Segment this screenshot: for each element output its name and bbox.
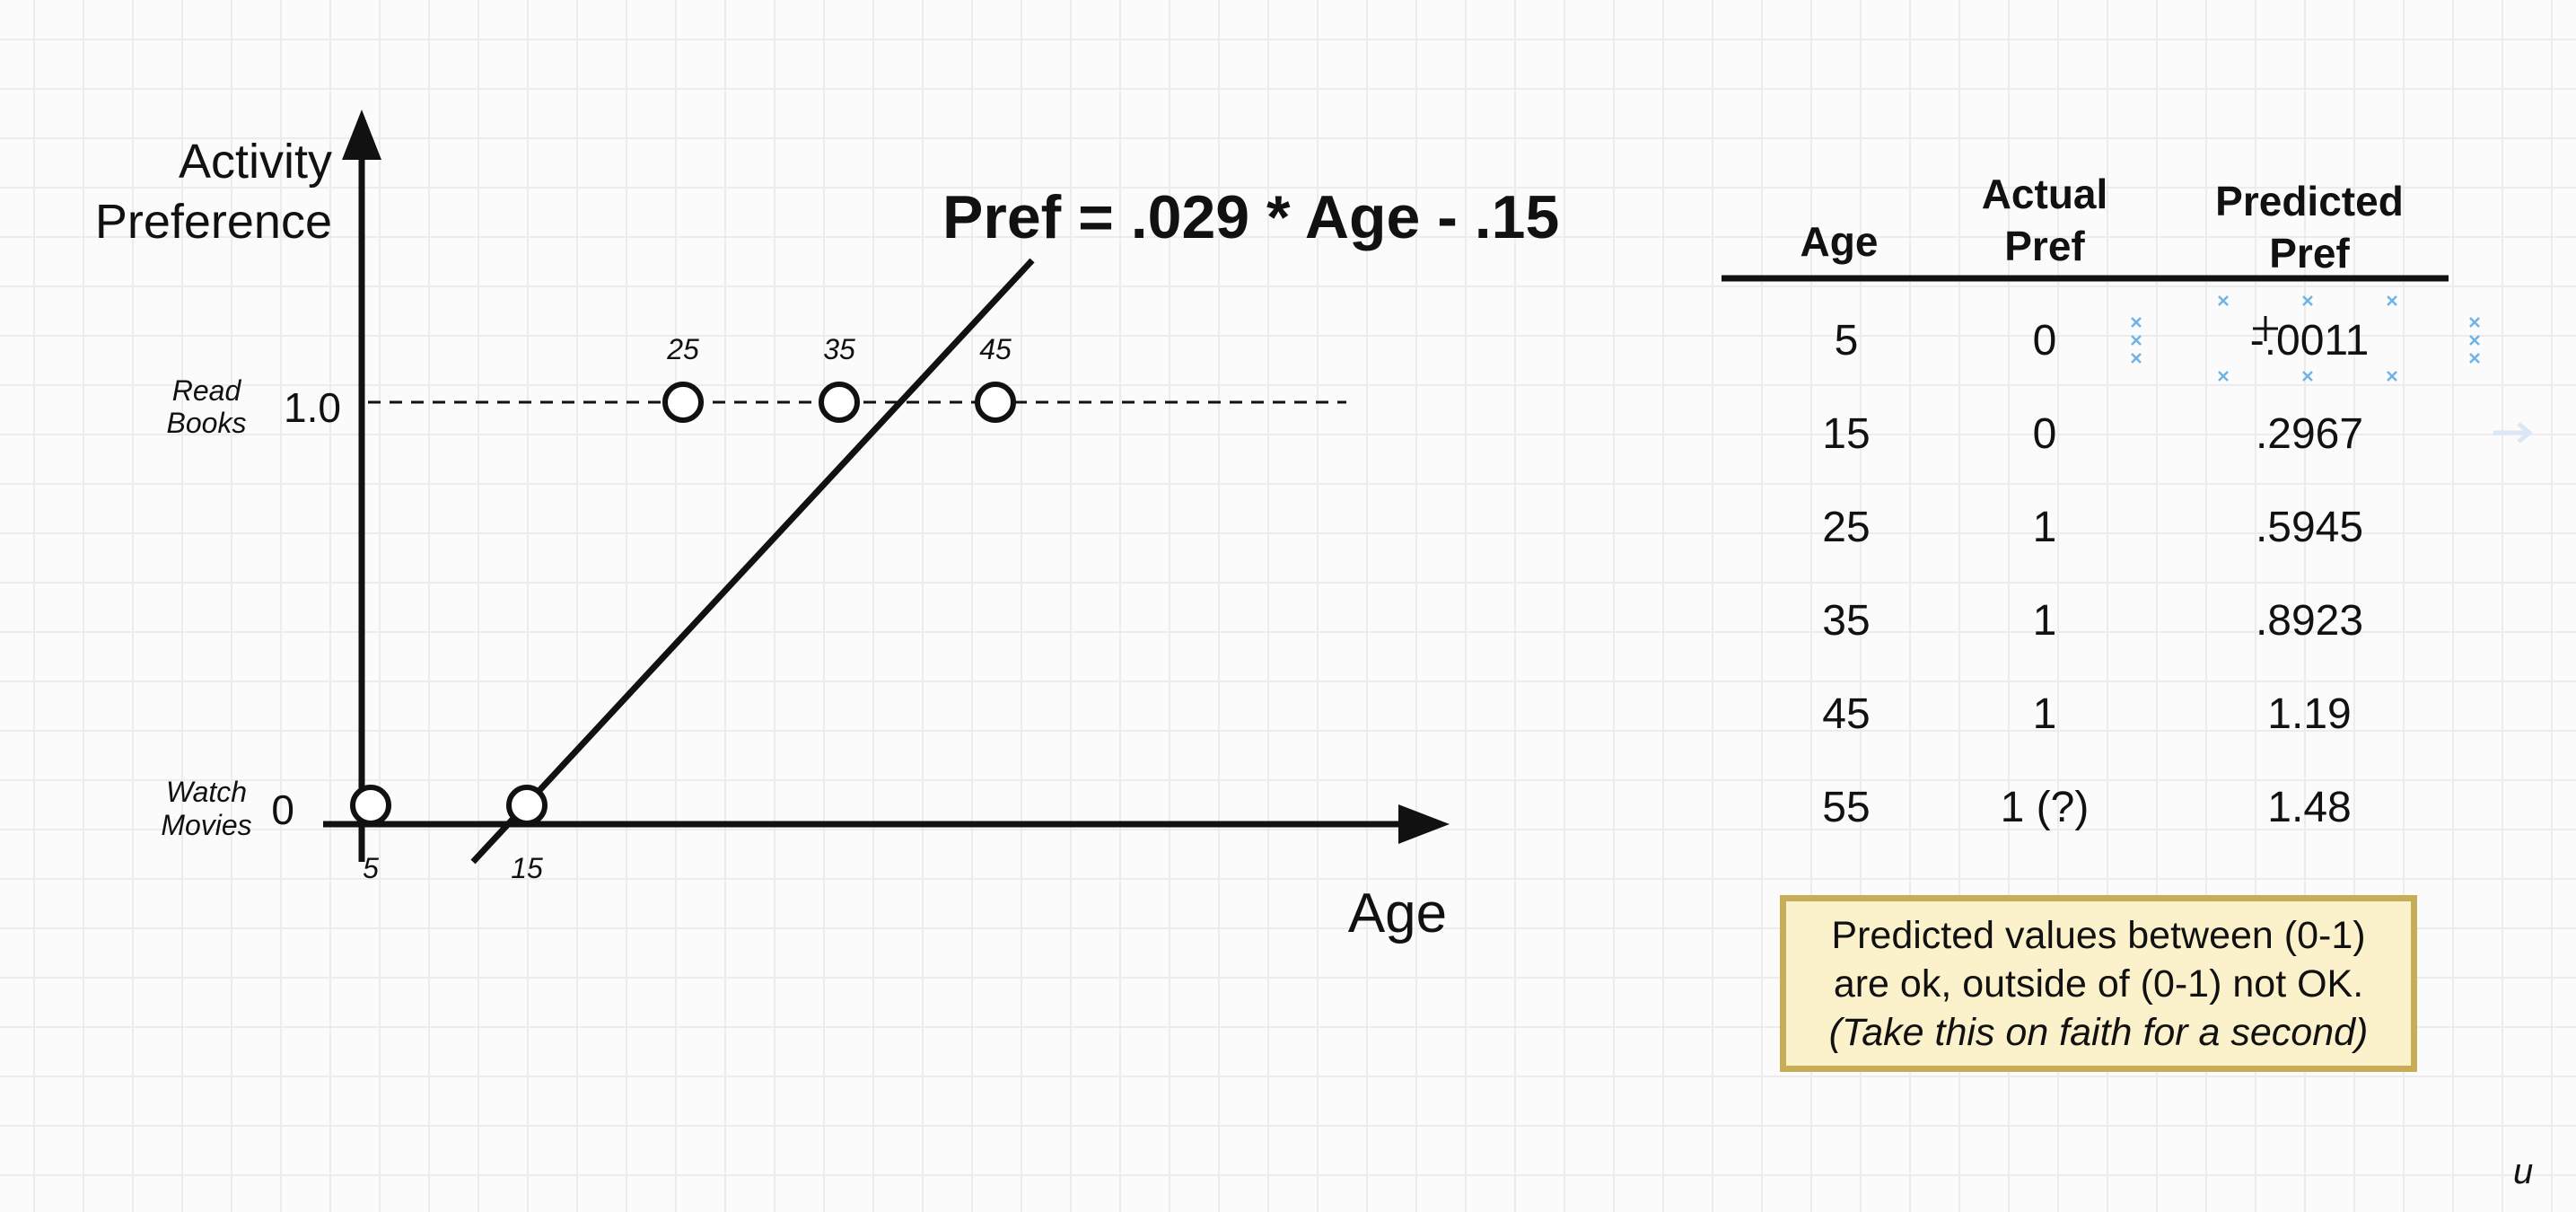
table-cell-r2-c0: 25 bbox=[1822, 504, 1870, 551]
data-point-age-5 bbox=[350, 785, 391, 826]
table-cell-r2-c2: .5945 bbox=[2256, 504, 2363, 551]
note-line-1: Predicted values between (0-1) bbox=[1831, 913, 2366, 957]
table-cell-r5-c0: 55 bbox=[1822, 784, 1870, 831]
data-point-age-15 bbox=[506, 785, 548, 826]
arrow-right-icon bbox=[2493, 422, 2533, 444]
category-watch-movies-line-2: Movies bbox=[161, 809, 251, 841]
data-point-age-25 bbox=[662, 382, 704, 423]
x-axis-label: Age bbox=[1348, 883, 1447, 944]
table-header-predicted-line-2: Pref bbox=[2269, 230, 2350, 277]
table-cell-r3-c0: 35 bbox=[1822, 597, 1870, 645]
table-rows: 5 0 -.0011 15 0 .2967 25 1 .5945 35 1 .8923 45 1 1.19 5… bbox=[1822, 317, 2369, 831]
table-cell-r0-c1: 0 bbox=[2033, 317, 2057, 364]
table-header-predicted-line-1: Predicted bbox=[2215, 178, 2404, 224]
table-cell-r3-c1: 1 bbox=[2033, 597, 2057, 645]
data-point-age-45 bbox=[975, 382, 1016, 423]
table-cell-r5-c2: 1.48 bbox=[2267, 784, 2351, 831]
y-tick-1: 1.0 bbox=[284, 384, 341, 431]
category-read-books-line-1: Read bbox=[172, 374, 242, 407]
table-cell-r4-c0: 45 bbox=[1822, 690, 1870, 738]
data-point-label-45: 45 bbox=[979, 333, 1012, 365]
table-cell-r0-c0: 5 bbox=[1835, 317, 1859, 364]
y-axis-label-line-2: Preference bbox=[95, 195, 332, 249]
table-cell-r1-c2: .2967 bbox=[2256, 410, 2363, 458]
data-points: 5 15 25 35 45 bbox=[350, 333, 1016, 884]
prediction-table: Age Actual Pref Predicted Pref 5 0 -.0011 1… bbox=[1722, 171, 2449, 831]
y-axis-label-line-1: Activity bbox=[179, 135, 332, 189]
y-tick-0: 0 bbox=[271, 786, 294, 833]
table-cell-r0-c2: -.0011 bbox=[2250, 317, 2370, 364]
x-axis-arrowhead bbox=[1398, 804, 1450, 844]
table-cell-r1-c1: 0 bbox=[2033, 410, 2057, 458]
data-point-age-35 bbox=[819, 382, 860, 423]
note-line-2: are ok, outside of (0-1) not OK. bbox=[1833, 962, 2364, 1006]
regression-line-group bbox=[470, 258, 1035, 865]
data-point-label-35: 35 bbox=[823, 333, 855, 365]
table-cell-r2-c1: 1 bbox=[2033, 504, 2057, 551]
table-cell-r4-c2: 1.19 bbox=[2267, 690, 2351, 738]
regression-line bbox=[470, 258, 1035, 865]
y-axis-arrowhead bbox=[342, 110, 381, 160]
move-cursor-icon bbox=[2253, 316, 2278, 341]
data-point-label-5: 5 bbox=[363, 852, 379, 884]
note-line-3: (Take this on faith for a second) bbox=[1828, 1010, 2369, 1054]
table-cell-r1-c0: 15 bbox=[1822, 410, 1870, 458]
table-header-actual-line-1: Actual bbox=[1982, 171, 2108, 217]
regression-equation: Pref = .029 * Age - .15 bbox=[942, 183, 1559, 251]
table-cell-r3-c2: .8923 bbox=[2256, 597, 2363, 645]
table-header-actual-line-2: Pref bbox=[2004, 223, 2085, 269]
data-point-label-25: 25 bbox=[666, 333, 699, 365]
table-cell-r4-c1: 1 bbox=[2033, 690, 2057, 738]
category-read-books-line-2: Books bbox=[167, 407, 247, 439]
data-point-label-15: 15 bbox=[511, 852, 543, 884]
table-header-age: Age bbox=[1801, 218, 1879, 265]
table-cell-r5-c1: 1 (?) bbox=[2001, 784, 2090, 831]
selection-handles bbox=[2131, 295, 2480, 382]
note-box: Predicted values between (0-1) are ok, o… bbox=[1780, 895, 2417, 1072]
watermark-logo-icon: u bbox=[2513, 1152, 2533, 1191]
category-watch-movies-line-1: Watch bbox=[166, 776, 247, 808]
